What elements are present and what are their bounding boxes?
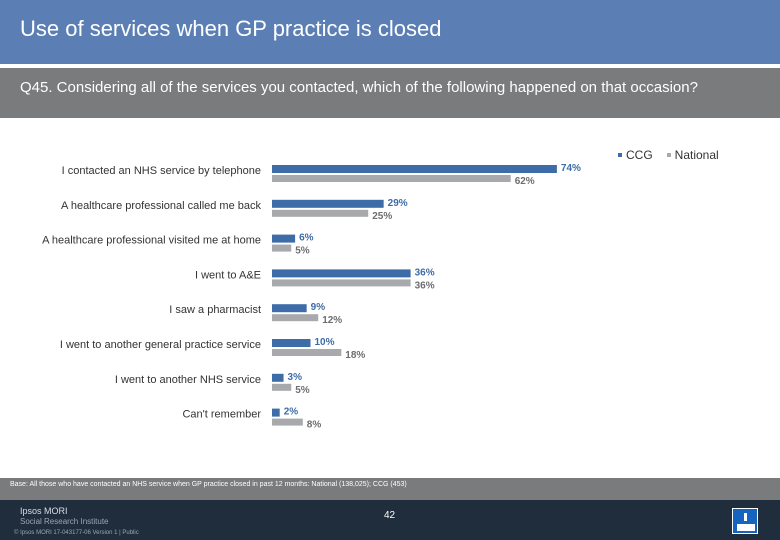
bar-national-row-7	[272, 383, 292, 391]
category-label-row-8: Can't remember	[182, 409, 261, 421]
value-label-national-row-2: 25%	[372, 211, 392, 222]
ipsos-brand-icon	[732, 508, 758, 534]
bar-ccg-row-1	[272, 165, 557, 173]
value-label-national-row-8: 8%	[307, 420, 322, 431]
page-number: 42	[384, 510, 396, 521]
bar-national-row-1	[272, 175, 511, 182]
bar-ccg-row-2	[272, 199, 384, 208]
legend-label-ccg: CCG	[626, 148, 653, 162]
legend-swatch-ccg	[618, 153, 622, 157]
value-label-national-row-5: 12%	[322, 315, 342, 326]
brand-mark-icon	[744, 513, 747, 521]
bar-national-row-5	[272, 314, 319, 322]
value-label-national-row-1: 62%	[515, 176, 535, 187]
question-text: Q45. Considering all of the services you…	[20, 79, 698, 96]
value-label-ccg-row-4: 36%	[415, 267, 435, 278]
footer: Ipsos MORI Social Research Institute © I…	[0, 500, 780, 540]
category-label-row-2: A healthcare professional called me back	[61, 200, 261, 212]
bar-ccg-row-5	[272, 304, 307, 313]
question-bar: Q45. Considering all of the services you…	[0, 68, 780, 118]
value-label-ccg-row-1: 74%	[561, 163, 581, 174]
bar-ccg-row-8	[272, 408, 280, 417]
bar-ccg-row-4	[272, 269, 411, 278]
value-label-national-row-3: 5%	[295, 246, 310, 257]
value-label-ccg-row-5: 9%	[311, 302, 326, 313]
legend-item-ccg: CCG	[618, 148, 653, 162]
bar-chart: I contacted an NHS service by telephone 7…	[42, 163, 581, 431]
bar-national-row-4	[272, 279, 411, 287]
ipsos-logo-subtitle: Social Research Institute	[20, 517, 109, 526]
value-label-ccg-row-6: 10%	[315, 337, 335, 348]
bar-national-row-8	[272, 418, 303, 426]
category-label-row-3: A healthcare professional visited me at …	[42, 235, 261, 247]
bar-national-row-3	[272, 244, 292, 252]
footer-meta: © Ipsos MORI 17-043177-06 Version 1 | Pu…	[14, 530, 139, 536]
page-title: Use of services when GP practice is clos…	[20, 16, 442, 41]
value-label-ccg-row-3: 6%	[299, 233, 314, 244]
title-bar: Use of services when GP practice is clos…	[0, 0, 780, 64]
bar-national-row-6	[272, 349, 342, 356]
footer-base-bar: Base: All those who have contacted an NH…	[0, 478, 780, 500]
value-label-ccg-row-7: 3%	[288, 372, 303, 383]
legend-item-national: National	[666, 148, 719, 162]
legend-label-national: National	[674, 148, 719, 162]
category-label-row-4: I went to A&E	[195, 269, 261, 281]
brand-inner-icon	[737, 524, 755, 531]
category-label-row-5: I saw a pharmacist	[169, 304, 261, 316]
base-note: Base: All those who have contacted an NH…	[10, 481, 407, 488]
bar-ccg-row-7	[272, 373, 284, 382]
value-label-national-row-7: 5%	[295, 385, 310, 396]
category-label-row-6: I went to another general practice servi…	[60, 339, 261, 351]
bar-ccg-row-3	[272, 234, 296, 243]
chart-legend: CCG National	[618, 148, 719, 162]
bar-national-row-2	[272, 209, 369, 217]
category-label-row-1: I contacted an NHS service by telephone	[62, 165, 261, 177]
value-label-national-row-4: 36%	[415, 280, 435, 291]
value-label-ccg-row-2: 29%	[388, 198, 408, 209]
ipsos-logo-text: Ipsos MORI	[20, 506, 68, 516]
bar-ccg-row-6	[272, 339, 311, 347]
value-label-ccg-row-8: 2%	[284, 407, 299, 418]
category-label-row-7: I went to another NHS service	[115, 374, 261, 386]
legend-swatch-national	[666, 153, 671, 157]
value-label-national-row-6: 18%	[345, 350, 365, 361]
